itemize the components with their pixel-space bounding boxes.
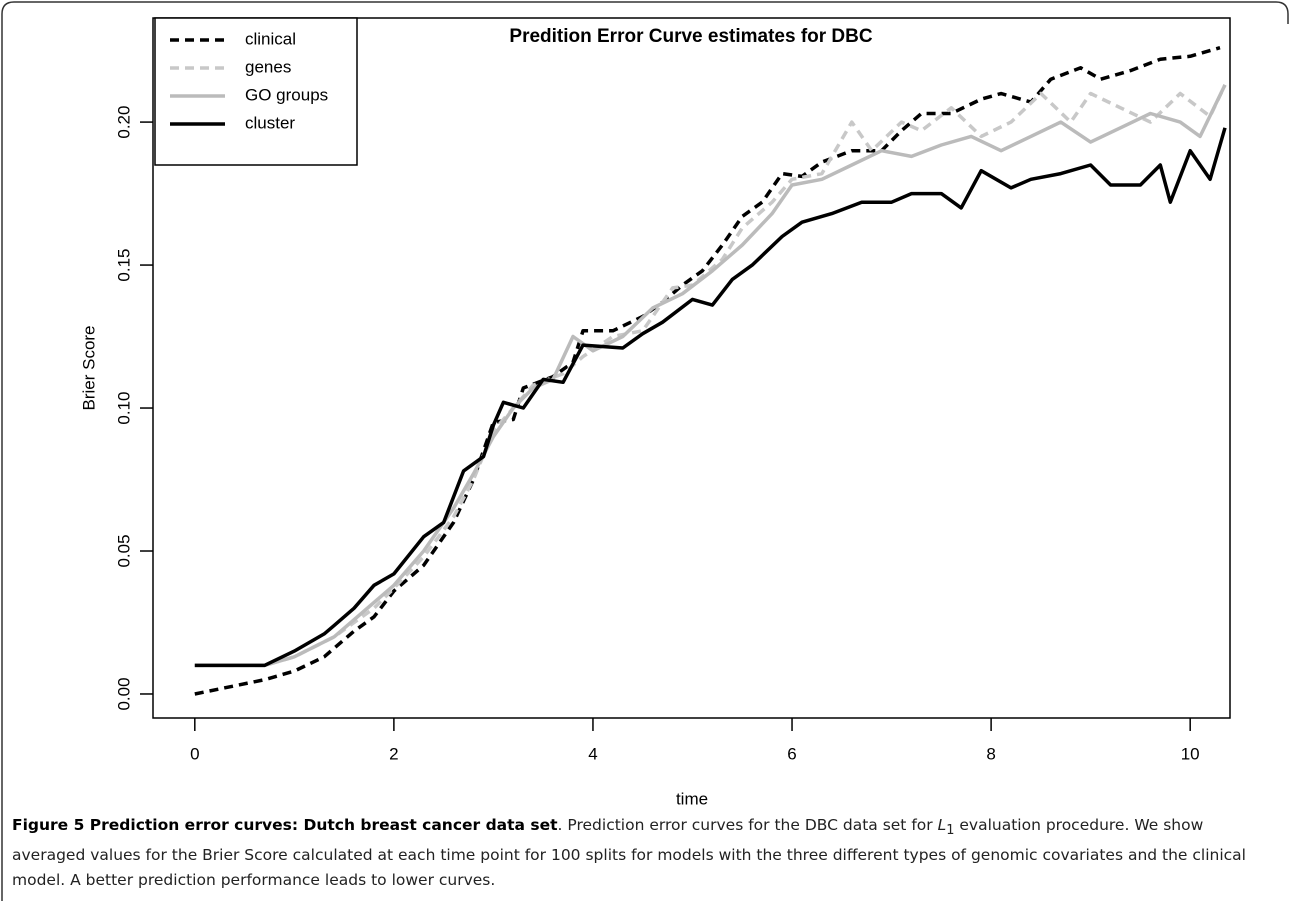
x-tick-label: 4 <box>588 744 597 763</box>
x-axis-label: time <box>676 789 708 808</box>
caption-text: evaluation procedure. We show averaged v… <box>12 816 1246 890</box>
y-tick-label: 0.00 <box>114 677 133 710</box>
legend-label: genes <box>245 57 291 76</box>
plot-frame <box>152 17 1231 719</box>
x-tick-label: 10 <box>1181 744 1200 763</box>
chart-title: Predition Error Curve estimates for DBC <box>509 26 872 47</box>
y-tick-label: 0.20 <box>114 106 133 139</box>
legend-box <box>154 17 358 166</box>
x-tick-label: 0 <box>190 744 199 763</box>
figure-caption: Figure 5 Prediction error curves: Dutch … <box>12 813 1278 893</box>
caption-subscript: 1 <box>946 823 955 839</box>
y-tick-label: 0.15 <box>114 249 133 282</box>
x-tick-label: 8 <box>986 744 995 763</box>
legend-label: clinical <box>245 29 296 48</box>
series-line <box>194 84 1227 668</box>
legend-label: GO groups <box>245 85 328 104</box>
series-line <box>194 127 1227 668</box>
caption-text: . Prediction error curves for the DBC da… <box>557 816 933 834</box>
series-line <box>194 84 1227 668</box>
series-line <box>194 46 1221 696</box>
x-tick-label: 6 <box>787 744 796 763</box>
y-axis-label: Brier Score <box>79 325 98 410</box>
x-tick-label: 2 <box>389 744 398 763</box>
caption-math: L <box>937 816 947 834</box>
y-tick-label: 0.10 <box>114 391 133 424</box>
caption-label: Figure 5 Prediction error curves: Dutch … <box>12 816 558 834</box>
legend-label: cluster <box>245 113 295 132</box>
y-tick-label: 0.05 <box>114 534 133 567</box>
